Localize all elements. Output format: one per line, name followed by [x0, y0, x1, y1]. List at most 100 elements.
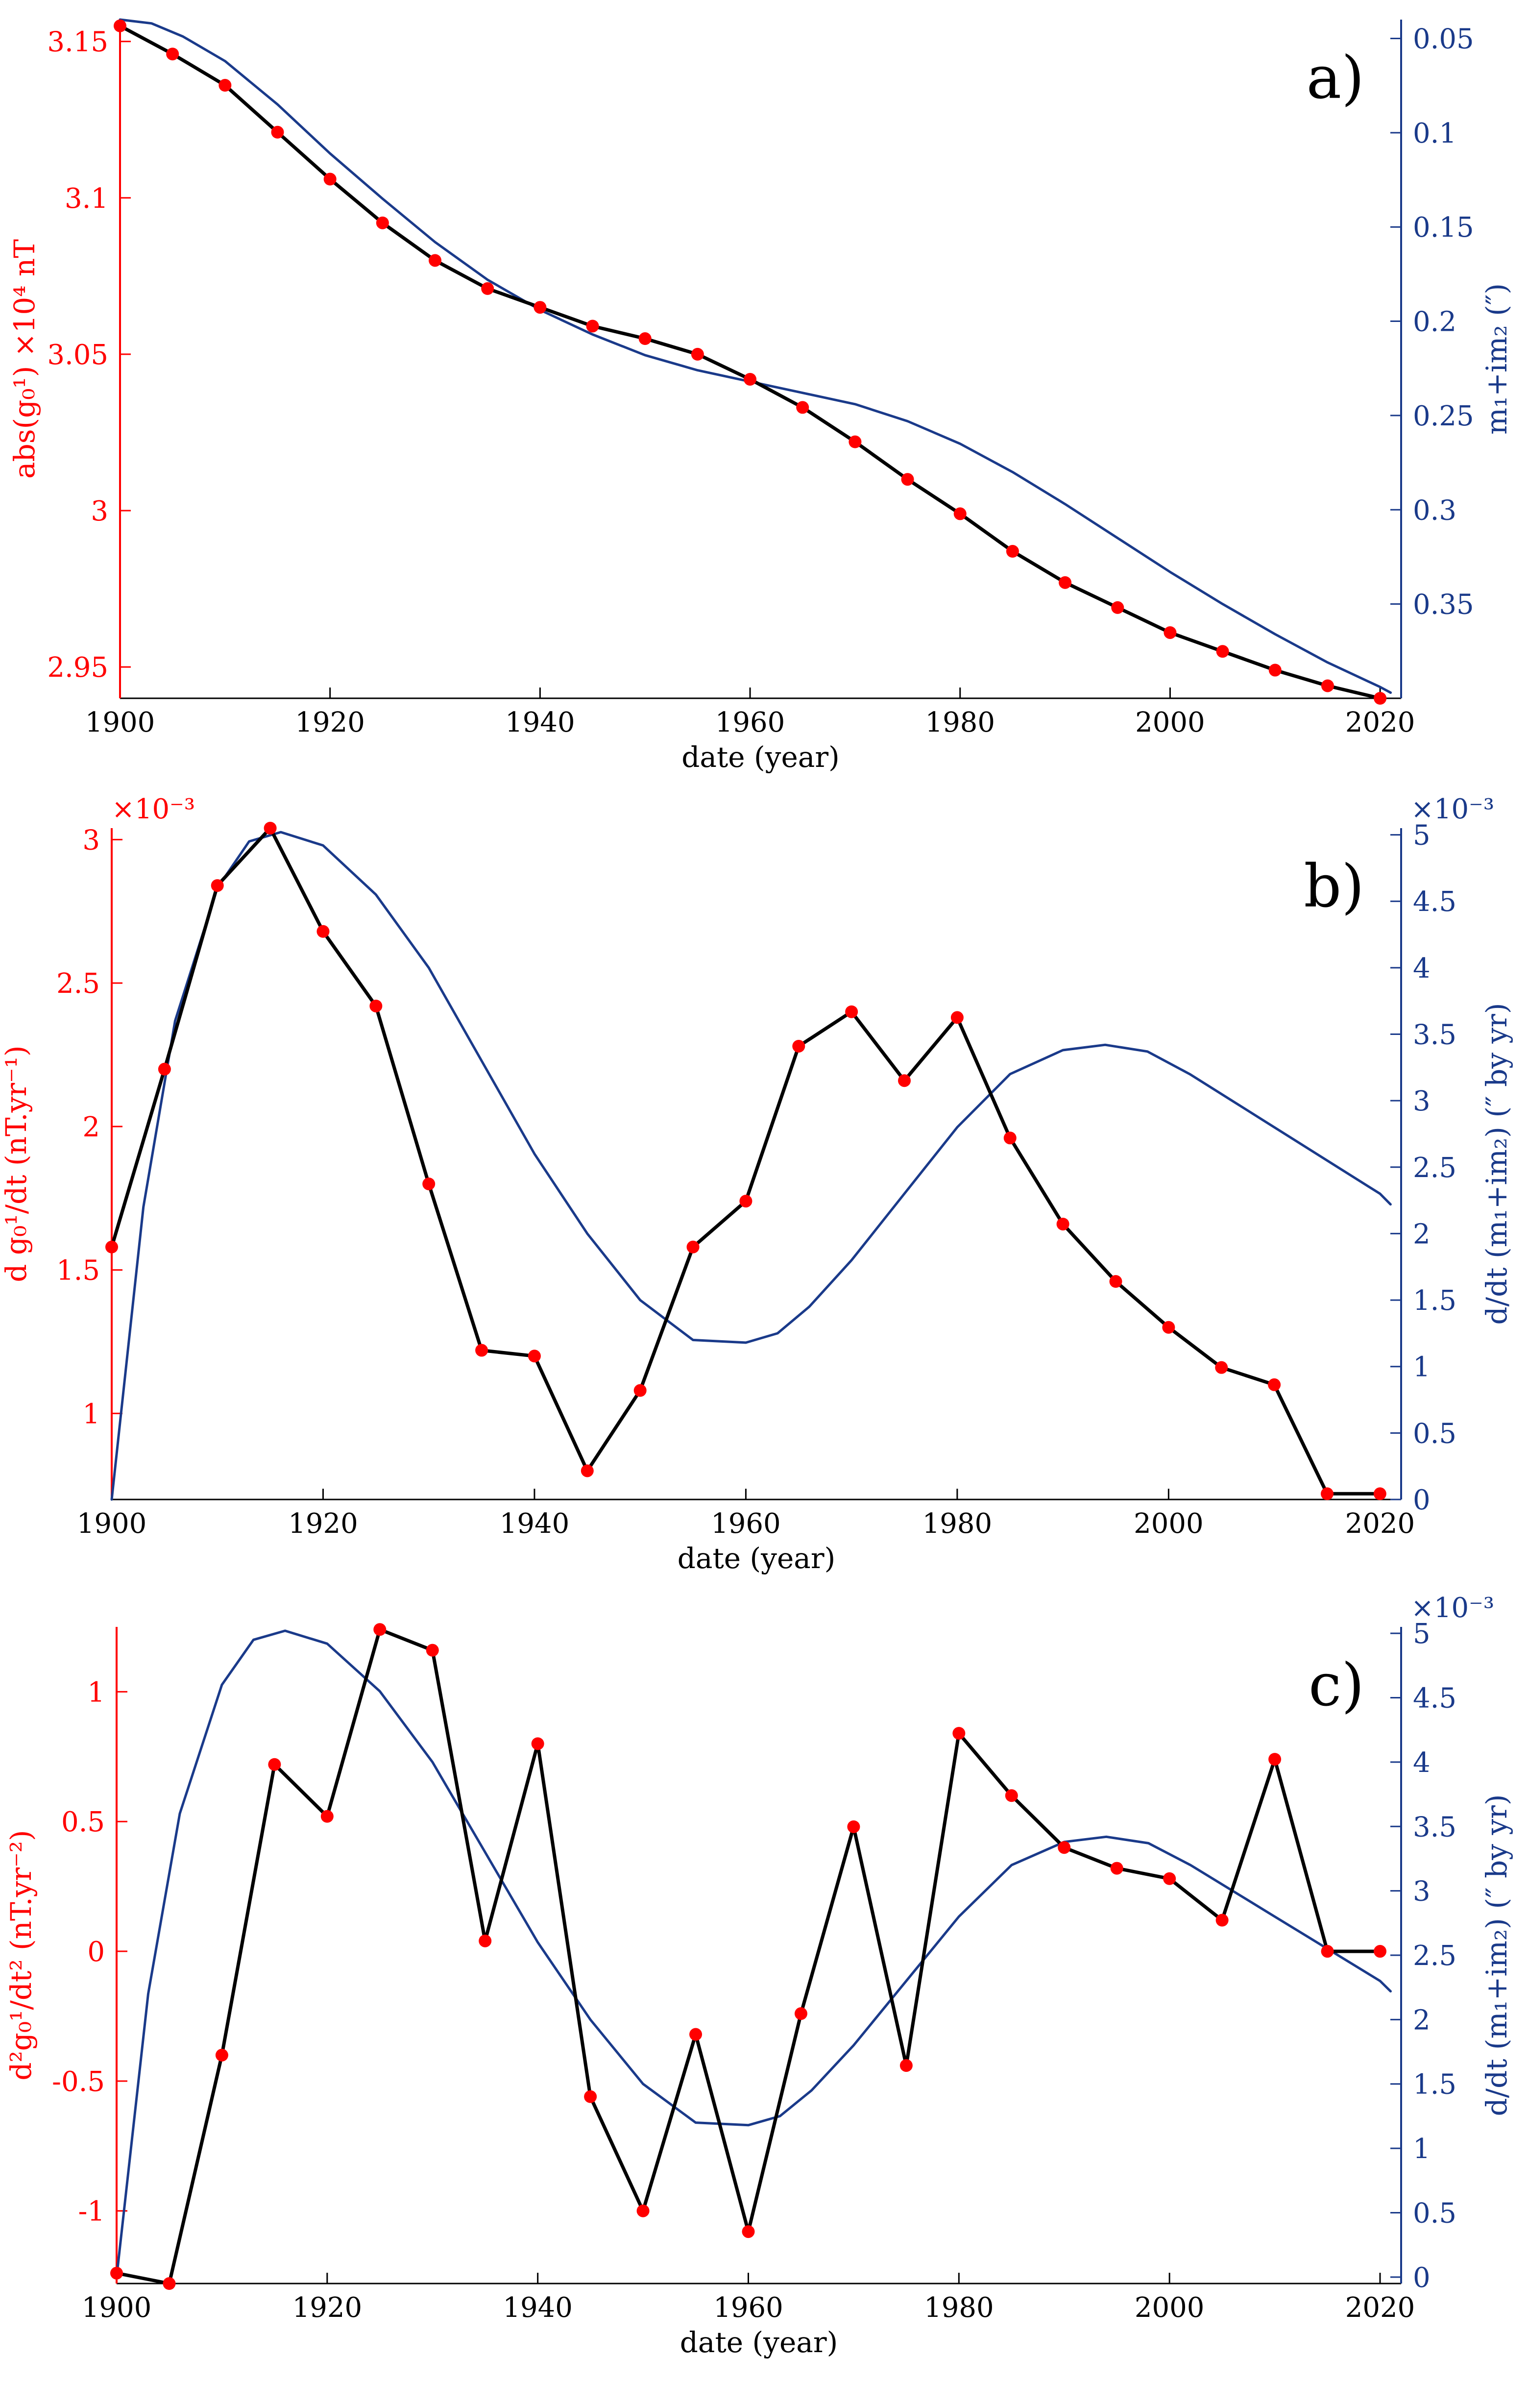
x-tick-label: 2020 [1345, 707, 1415, 738]
left-y-tick-label: 2.5 [56, 968, 100, 1000]
data-point-marker [163, 2277, 176, 2290]
data-point-marker [1005, 1789, 1018, 1802]
right-y-tick-label: 0.15 [1413, 212, 1474, 244]
left-y-tick-label: 1 [87, 1676, 105, 1708]
left-y-tick-label: 3.05 [47, 339, 108, 371]
data-point-marker [158, 1062, 171, 1076]
data-point-marker [110, 2266, 123, 2280]
left-y-axis-label: d g₀¹/dt (nT.yr⁻¹) [0, 1045, 33, 1282]
right-y-tick-label: 4 [1413, 1747, 1431, 1779]
x-axis-label: date (year) [681, 740, 839, 774]
data-point-marker [1163, 1872, 1176, 1885]
data-point-marker [271, 125, 284, 139]
data-point-marker [475, 1344, 488, 1357]
left-y-tick-label: 0 [87, 1936, 105, 1968]
data-point-marker [691, 347, 704, 361]
x-tick-label: 1920 [295, 707, 365, 738]
data-point-marker [320, 1810, 334, 1823]
data-point-marker [636, 2204, 650, 2217]
x-tick-label: 1920 [292, 2292, 363, 2324]
data-point-marker [739, 1195, 752, 1208]
data-point-marker [901, 473, 914, 486]
data-point-marker [1374, 1945, 1387, 1958]
data-point-marker [633, 1384, 647, 1397]
right-y-tick-label: 0.05 [1413, 23, 1474, 55]
left-y-tick-label: 3.15 [47, 26, 108, 58]
right-y-tick-label: 0.5 [1413, 2197, 1456, 2229]
data-point-marker [114, 19, 126, 32]
data-point-marker [211, 879, 224, 892]
data-point-marker [1321, 1945, 1334, 1958]
right-y-tick-label: 3 [1413, 1876, 1431, 1908]
left-y-multiplier: ×10⁻³ [112, 793, 195, 825]
x-tick-label: 2000 [1135, 2292, 1205, 2324]
right-y-tick-label: 0 [1413, 2262, 1431, 2294]
model-curve-line [110, 831, 1392, 1501]
panel-label: b) [1304, 853, 1364, 921]
data-point-marker [426, 1644, 439, 1657]
left-y-tick-label: 3 [91, 495, 108, 527]
data-point-marker [105, 1240, 118, 1253]
x-tick-label: 1900 [82, 2292, 152, 2324]
x-tick-label: 2000 [1135, 707, 1205, 738]
x-tick-label: 1900 [85, 707, 155, 738]
data-point-marker [1056, 1217, 1069, 1230]
left-y-tick-label: 3.1 [65, 183, 108, 215]
data-point-marker [166, 48, 179, 61]
data-point-marker [376, 216, 389, 229]
right-y-multiplier: ×10⁻³ [1411, 1592, 1494, 1624]
right-y-tick-label: 1 [1413, 2133, 1431, 2165]
x-tick-label: 2020 [1345, 1508, 1415, 1540]
data-point-marker [1003, 1131, 1017, 1145]
data-point-marker [1321, 679, 1334, 692]
right-y-tick-label: 2 [1413, 2004, 1431, 2036]
data-point-marker [429, 254, 442, 267]
data-point-marker [323, 172, 337, 186]
right-y-axis-label: m₁+im₂ (″) [1480, 283, 1513, 435]
data-point-marker [1162, 1321, 1175, 1334]
data-point-marker [1164, 626, 1177, 639]
right-y-tick-label: 2.5 [1413, 1152, 1456, 1184]
right-y-tick-label: 0.2 [1413, 306, 1456, 338]
data-point-marker [1111, 601, 1124, 614]
x-tick-label: 1980 [925, 707, 995, 738]
left-y-tick-label: 2 [82, 1111, 100, 1143]
data-point-marker [1216, 645, 1229, 658]
data-point-marker [1215, 1914, 1229, 1927]
data-point-marker [796, 401, 809, 414]
data-point-marker [268, 1758, 281, 1771]
data-point-marker [847, 1820, 860, 1833]
x-tick-label: 1940 [503, 2292, 573, 2324]
data-point-marker [373, 1623, 387, 1636]
x-tick-label: 1940 [500, 1508, 570, 1540]
data-point-marker [481, 282, 494, 295]
data-point-marker [1110, 1862, 1123, 1875]
right-y-axis-label: d/dt (m₁+im₂) (″ by yr) [1480, 1003, 1513, 1325]
x-tick-label: 1960 [711, 1508, 781, 1540]
x-tick-label: 1980 [922, 1508, 993, 1540]
data-point-marker [1059, 576, 1072, 589]
data-point-marker [849, 435, 862, 448]
right-y-axis-label: d/dt (m₁+im₂) (″ by yr) [1480, 1794, 1513, 2116]
data-point-marker [1215, 1361, 1228, 1374]
data-point-marker [950, 1011, 964, 1024]
data-point-marker [218, 79, 232, 92]
panel-label: a) [1307, 44, 1364, 112]
right-y-tick-label: 3.5 [1413, 1811, 1456, 1843]
chart-panel-b: 1900 1920 1940 1960 1980 2000 2020 date (year) 1… [0, 793, 1513, 1575]
data-point-marker [638, 332, 652, 345]
right-y-tick-label: 4.5 [1413, 886, 1456, 918]
x-axis-label: date (year) [678, 1542, 835, 1575]
data-point-marker [369, 999, 383, 1012]
right-y-tick-label: 2 [1413, 1218, 1431, 1250]
right-y-tick-label: 0.3 [1413, 494, 1456, 526]
x-tick-label: 1960 [715, 707, 785, 738]
data-point-marker [689, 2028, 703, 2041]
right-y-tick-label: 4 [1413, 953, 1431, 984]
right-y-tick-label: 5 [1413, 1618, 1431, 1650]
data-point-marker [952, 1727, 966, 1740]
left-y-tick-label: 1.5 [56, 1255, 100, 1287]
data-point-marker [581, 1464, 594, 1477]
